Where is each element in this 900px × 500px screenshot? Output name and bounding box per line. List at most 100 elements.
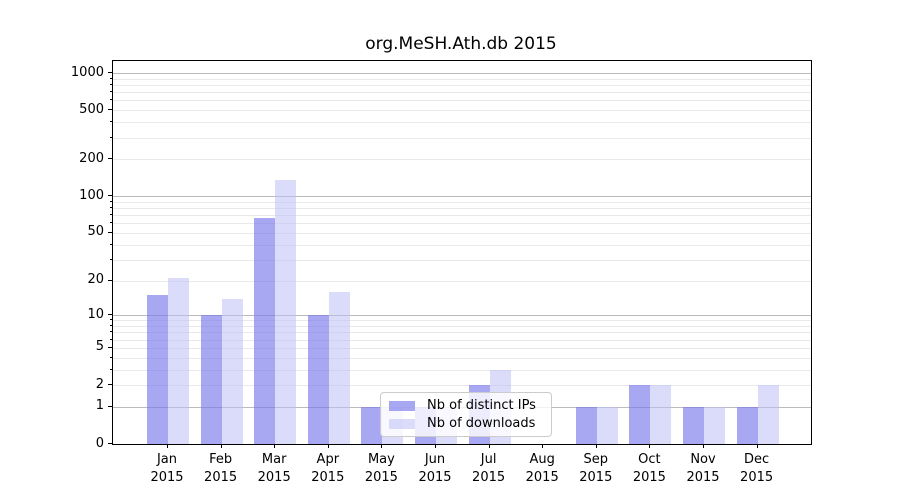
y-tick-label-2: 2 (95, 376, 104, 392)
y-tick-20 (108, 279, 112, 281)
y-tick-minor-8 (110, 325, 112, 326)
y-tick-label-500: 500 (79, 101, 104, 117)
gridline-minor-6 (113, 339, 811, 341)
y-tick-10 (108, 314, 112, 316)
x-tick-jun (435, 444, 436, 448)
legend: Nb of distinct IPs Nb of downloads (380, 392, 552, 437)
y-tick-minor-800 (110, 84, 112, 85)
gridline-minor-700 (113, 92, 811, 94)
bar-nb-of-distinct-ips-dec (736, 406, 758, 444)
y-tick-minor-9 (110, 319, 112, 321)
gridline-minor-5 (113, 347, 811, 349)
y-tick-minor-60 (110, 222, 112, 224)
y-tick-100 (108, 195, 112, 197)
x-tick-month-jul: Jul (480, 452, 497, 467)
gridline-minor-4 (113, 357, 811, 359)
y-tick-minor-3 (110, 368, 112, 370)
gridline-major-10 (113, 315, 811, 317)
x-tick-year-dec: 2015 (740, 470, 774, 485)
y-tick-label-0: 0 (95, 435, 104, 451)
y-tick-label-1000: 1000 (70, 64, 104, 80)
y-tick-200 (108, 158, 112, 160)
y-tick-1000 (108, 72, 112, 73)
gridline-minor-40 (113, 244, 811, 246)
x-tick-feb (220, 444, 222, 448)
y-tick-minor-40 (110, 243, 112, 245)
x-tick-year-apr: 2015 (311, 470, 345, 485)
x-tick-label-sep: Sep 2015 (554, 451, 638, 487)
x-tick-label-jul: Jul 2015 (447, 451, 531, 487)
chart-title: org.MeSH.Ath.db 2015 (365, 34, 557, 54)
bar-nb-of-downloads-sep (596, 406, 618, 444)
bar-nb-of-downloads-feb (221, 298, 243, 444)
x-tick-sep (595, 444, 597, 448)
x-tick-label-nov: Nov 2015 (661, 451, 745, 487)
x-tick-month-sep: Sep (583, 452, 609, 467)
y-tick-minor-600 (110, 99, 112, 101)
gridline-major-100 (113, 196, 811, 198)
gridline-minor-80 (113, 208, 811, 209)
y-tick-2 (108, 384, 112, 385)
y-tick-minor-700 (110, 91, 112, 93)
gridline-minor-500 (113, 110, 811, 112)
y-tick-minor-80 (110, 207, 112, 208)
gridline-minor-600 (113, 100, 811, 102)
y-tick-minor-300 (110, 136, 112, 138)
y-tick-label-10: 10 (87, 306, 104, 322)
x-tick-nov (703, 444, 704, 448)
gridline-minor-30 (113, 259, 811, 261)
y-tick-5 (108, 346, 112, 348)
x-tick-year-jun: 2015 (418, 470, 452, 485)
y-tick-minor-70 (110, 214, 112, 216)
bar-nb-of-distinct-ips-oct (629, 385, 651, 444)
x-tick-month-oct: Oct (638, 452, 661, 467)
x-tick-month-may: May (367, 452, 395, 467)
bar-nb-of-downloads-dec (757, 385, 779, 444)
x-tick-month-apr: Apr (316, 452, 340, 467)
x-tick-month-jun: Jun (424, 452, 446, 467)
gridline-minor-90 (113, 201, 811, 203)
y-tick-label-50: 50 (87, 224, 104, 240)
gridline-minor-800 (113, 85, 811, 86)
y-tick-minor-900 (110, 77, 112, 79)
bar-nb-of-distinct-ips-apr (307, 315, 329, 444)
x-tick-month-nov: Nov (690, 452, 716, 467)
legend-swatch-downloads (389, 418, 415, 429)
x-tick-oct (649, 444, 651, 448)
legend-item-downloads: Nb of downloads (389, 416, 545, 431)
gridline-minor-50 (113, 232, 811, 234)
bar-nb-of-distinct-ips-sep (575, 406, 597, 444)
plot-area (112, 60, 812, 445)
y-tick-label-1: 1 (95, 398, 104, 414)
gridline-minor-70 (113, 215, 811, 217)
x-tick-year-sep: 2015 (579, 470, 613, 485)
gridline-major-1000 (113, 73, 811, 74)
bar-nb-of-downloads-mar (275, 180, 297, 444)
x-tick-label-feb: Feb 2015 (179, 451, 263, 487)
y-tick-minor-400 (110, 121, 112, 123)
legend-item-distinct-ips: Nb of distinct IPs (389, 398, 545, 413)
x-tick-month-aug: Aug (529, 452, 555, 467)
gridline-minor-9 (113, 320, 811, 322)
x-tick-may (381, 444, 383, 448)
y-tick-label-5: 5 (95, 339, 104, 355)
gridline-minor-900 (113, 78, 811, 80)
x-tick-month-dec: Dec (744, 452, 770, 467)
x-tick-year-mar: 2015 (257, 470, 291, 485)
x-tick-label-mar: Mar 2015 (232, 451, 316, 487)
x-tick-month-mar: Mar (261, 452, 287, 467)
gridline-minor-2 (113, 385, 811, 386)
y-tick-500 (108, 109, 112, 111)
x-tick-apr (327, 444, 329, 448)
x-tick-label-dec: Dec 2015 (715, 451, 799, 487)
bar-nb-of-downloads-oct (650, 385, 672, 444)
x-tick-year-jul: 2015 (472, 470, 506, 485)
x-tick-label-aug: Aug 2015 (500, 451, 584, 487)
gridline-minor-200 (113, 159, 811, 161)
x-tick-year-jan: 2015 (150, 470, 184, 485)
gridline-minor-300 (113, 137, 811, 139)
bar-nb-of-distinct-ips-mar (254, 218, 276, 444)
legend-label-distinct-ips: Nb of distinct IPs (427, 398, 536, 413)
y-tick-minor-6 (110, 338, 112, 340)
